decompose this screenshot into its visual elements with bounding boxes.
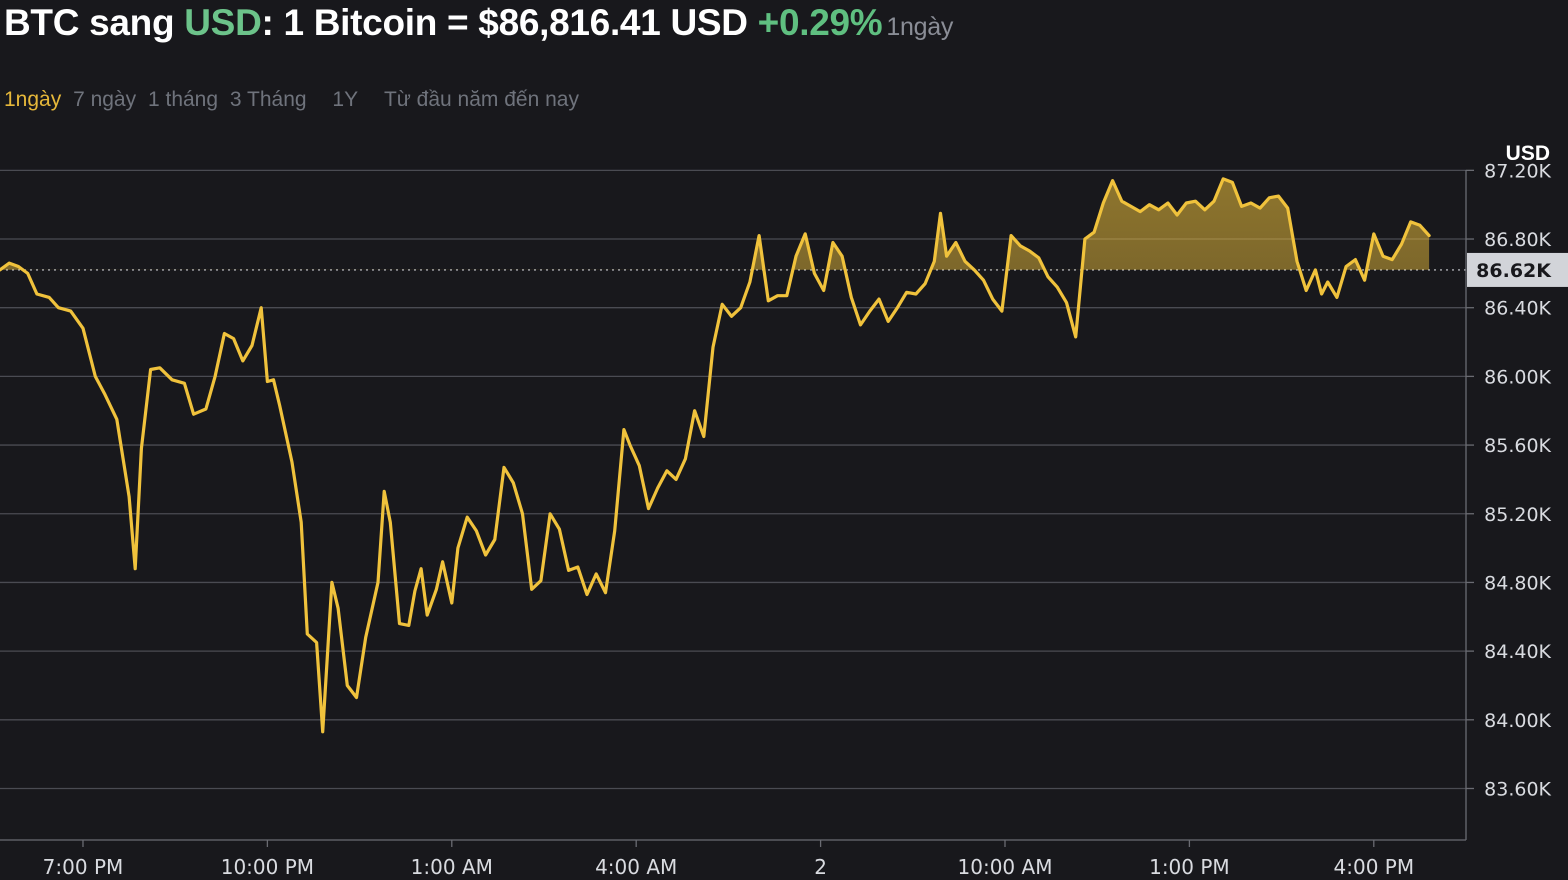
title-rate: : 1 Bitcoin = $86,816.41 USD (261, 2, 758, 43)
x-tick-label: 10:00 PM (221, 855, 314, 879)
change-period-label: 1ngày (886, 13, 954, 41)
y-tick-label: 87.20K (1484, 160, 1551, 182)
range-tab-1d[interactable]: 1ngày (4, 88, 62, 111)
y-tick-label: 84.40K (1484, 641, 1551, 663)
y-tick-label: 86.00K (1484, 366, 1551, 388)
x-tick-label: 7:00 PM (43, 855, 124, 879)
grid-lines (0, 169, 1466, 790)
range-tab-ytd[interactable]: Từ đầu năm đến nay (383, 88, 579, 111)
y-tick-label: 86.80K (1484, 229, 1551, 251)
y-tick-label: 85.60K (1484, 435, 1551, 457)
x-tick-label: 4:00 PM (1334, 855, 1415, 879)
range-tab-1m[interactable]: 1 tháng (147, 88, 219, 111)
x-tick-label: 1:00 AM (411, 855, 493, 879)
above-reference-fill (0, 178, 1430, 270)
price-series-line (0, 177, 1431, 734)
range-tab-3m[interactable]: 3 Tháng (229, 88, 307, 111)
y-tick-label: 86.40K (1484, 298, 1551, 320)
y-tick-label: 84.80K (1484, 572, 1551, 594)
title-prefix: BTC sang (4, 2, 185, 43)
x-tick-label: 1:00 PM (1149, 855, 1230, 879)
x-tick-label: 4:00 AM (595, 855, 677, 879)
page-title: BTC sang USD: 1 Bitcoin = $86,816.41 USD… (4, 2, 953, 48)
y-tick-label: 84.00K (1484, 710, 1551, 732)
reference-value-label: 86.62K (1476, 260, 1552, 282)
y-tick-label: 85.20K (1484, 504, 1551, 526)
x-tick-label: 2 (814, 855, 827, 879)
x-tick-label: 10:00 AM (958, 855, 1053, 879)
reference-value-badge (1467, 252, 1568, 287)
y-axis-unit-label: USD (1506, 142, 1550, 165)
range-tab-1y[interactable]: 1Y (332, 88, 359, 111)
range-tab-7d[interactable]: 7 ngày (73, 88, 137, 111)
price-line (0, 177, 1431, 734)
quote-currency-link[interactable]: USD (184, 2, 262, 43)
y-tick-label: 83.60K (1484, 778, 1551, 800)
time-range-selector: 1ngày 7 ngày 1 tháng 3 Tháng 1Y Từ đầu n… (4, 88, 585, 118)
area-fill (0, 178, 1430, 270)
axes: 87.20K 86.80K 86.40K 86.00K 85.60K 85.20K 84.8… (0, 160, 1552, 879)
price-change-badge: +0.29% (757, 2, 883, 43)
